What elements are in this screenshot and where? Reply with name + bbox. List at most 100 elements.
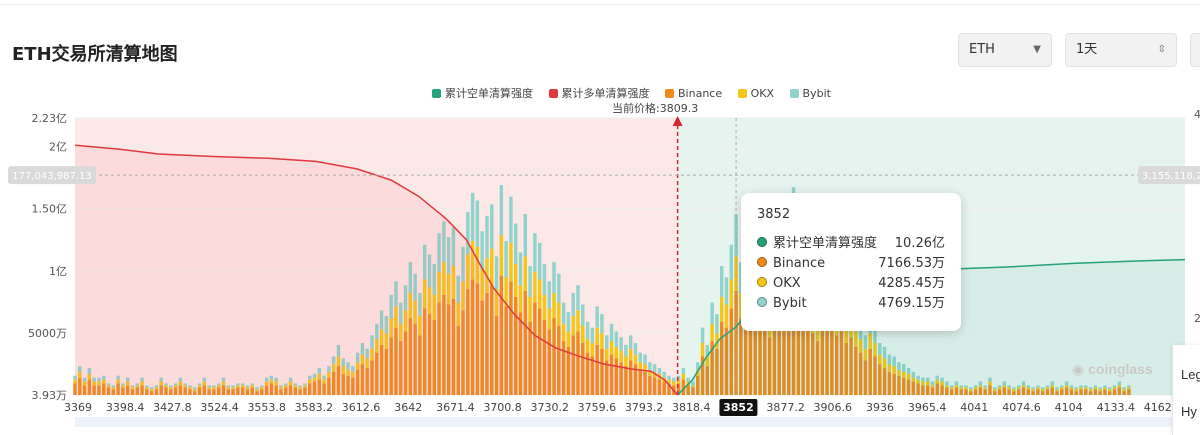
bar-bybit <box>212 385 216 388</box>
bar-okx <box>379 329 384 345</box>
legend-item-binance[interactable]: Binance <box>665 87 722 100</box>
bar-bybit <box>719 265 724 297</box>
bar-okx <box>930 385 935 388</box>
bar-okx <box>1107 389 1112 392</box>
bar-binance <box>676 383 681 395</box>
bar-bybit <box>547 281 551 309</box>
bar-bybit <box>111 385 116 388</box>
bar-bybit <box>236 383 240 386</box>
coin-select[interactable]: ETH ▼ <box>958 33 1052 67</box>
bar-binance <box>997 389 1002 395</box>
bar-binance <box>873 356 877 395</box>
legend-item-okx[interactable]: OKX <box>737 87 774 100</box>
bar-okx <box>945 385 949 388</box>
bar-binance <box>796 304 801 395</box>
bar-bybit <box>988 377 992 382</box>
bar-binance <box>403 331 408 395</box>
bar-okx <box>1012 389 1016 392</box>
bar-bybit <box>887 354 892 365</box>
bar-okx <box>111 387 116 390</box>
bar-bybit <box>945 381 949 386</box>
bar-bybit <box>121 383 125 386</box>
bar-bybit <box>446 237 451 274</box>
bar-okx <box>293 385 298 388</box>
bar-binance <box>1055 391 1059 395</box>
bar-binance <box>173 387 178 395</box>
bar-binance <box>868 348 872 395</box>
bar-bybit <box>394 281 398 307</box>
bar-okx <box>988 381 992 386</box>
up-down-arrows-icon: ⇳ <box>1157 44 1166 55</box>
bar-binance <box>945 387 949 395</box>
bar-binance <box>571 335 575 395</box>
bar-bybit <box>92 377 96 382</box>
range-select-value: 1天 <box>1076 42 1098 57</box>
bar-bybit <box>207 385 211 388</box>
bar-bybit <box>106 383 111 386</box>
bar-binance <box>619 362 623 395</box>
bar-bybit <box>360 343 365 355</box>
bar-okx <box>403 310 408 332</box>
bar-okx <box>355 362 360 370</box>
bar-binance <box>921 385 925 395</box>
bar-okx <box>193 389 197 392</box>
bar-binance <box>197 387 202 395</box>
bar-binance <box>830 308 834 395</box>
bar-bybit <box>518 252 523 286</box>
bar-okx <box>595 327 599 345</box>
bar-okx <box>533 271 537 303</box>
bar-bybit <box>264 377 269 382</box>
bar-binance <box>949 389 954 395</box>
bar-bybit <box>408 262 413 293</box>
bar-okx <box>418 316 422 336</box>
legend-item-short[interactable]: 累计空单清算强度 <box>432 85 533 101</box>
bar-okx <box>413 300 417 324</box>
bar-binance <box>264 385 269 395</box>
range-select[interactable]: 1天 ⇳ <box>1065 33 1177 67</box>
bar-binance <box>130 389 135 395</box>
x-tick-label: 3583.2 <box>295 401 334 414</box>
bar-bybit <box>485 215 489 259</box>
bar-binance <box>954 387 959 395</box>
bar-bybit <box>897 362 901 370</box>
bar-binance <box>1026 389 1031 395</box>
bar-binance <box>648 375 652 395</box>
bar-bybit <box>906 368 911 374</box>
bar-bybit <box>87 368 92 374</box>
legend-item-long[interactable]: 累计多单清算强度 <box>548 85 650 101</box>
side-item-legend[interactable]: Leg <box>1181 367 1200 382</box>
bar-bybit <box>451 227 456 266</box>
bar-binance <box>887 371 892 395</box>
bar-binance <box>480 300 484 395</box>
bar-okx <box>279 387 283 390</box>
bar-okx <box>1093 387 1098 390</box>
bar-binance <box>595 344 599 395</box>
bar-okx <box>73 379 77 384</box>
side-item-hy[interactable]: Hy <box>1181 404 1197 419</box>
bar-binance <box>226 389 231 395</box>
bar-binance <box>485 292 489 395</box>
bar-binance <box>815 341 820 395</box>
extra-select[interactable] <box>1190 33 1200 67</box>
bar-binance <box>422 308 427 395</box>
bar-okx <box>509 242 513 282</box>
bar-bybit <box>317 368 322 374</box>
bar-binance <box>73 383 77 395</box>
bar-bybit <box>149 387 154 390</box>
legend-item-bybit[interactable]: Bybit <box>789 87 831 100</box>
bar-binance <box>327 377 331 395</box>
bar-binance <box>715 348 719 395</box>
bar-binance <box>193 391 197 395</box>
bar-binance <box>389 337 393 395</box>
bar-binance <box>298 389 302 395</box>
bar-binance <box>882 368 887 395</box>
bar-bybit <box>193 387 197 390</box>
bar-binance <box>504 306 508 395</box>
bar-okx <box>140 381 144 386</box>
crosshair-left-value: 177,043,987.13 <box>12 171 92 182</box>
tooltip-dot <box>757 297 767 307</box>
bar-okx <box>1055 389 1059 392</box>
bar-okx <box>245 387 250 390</box>
bar-okx <box>1021 385 1026 388</box>
